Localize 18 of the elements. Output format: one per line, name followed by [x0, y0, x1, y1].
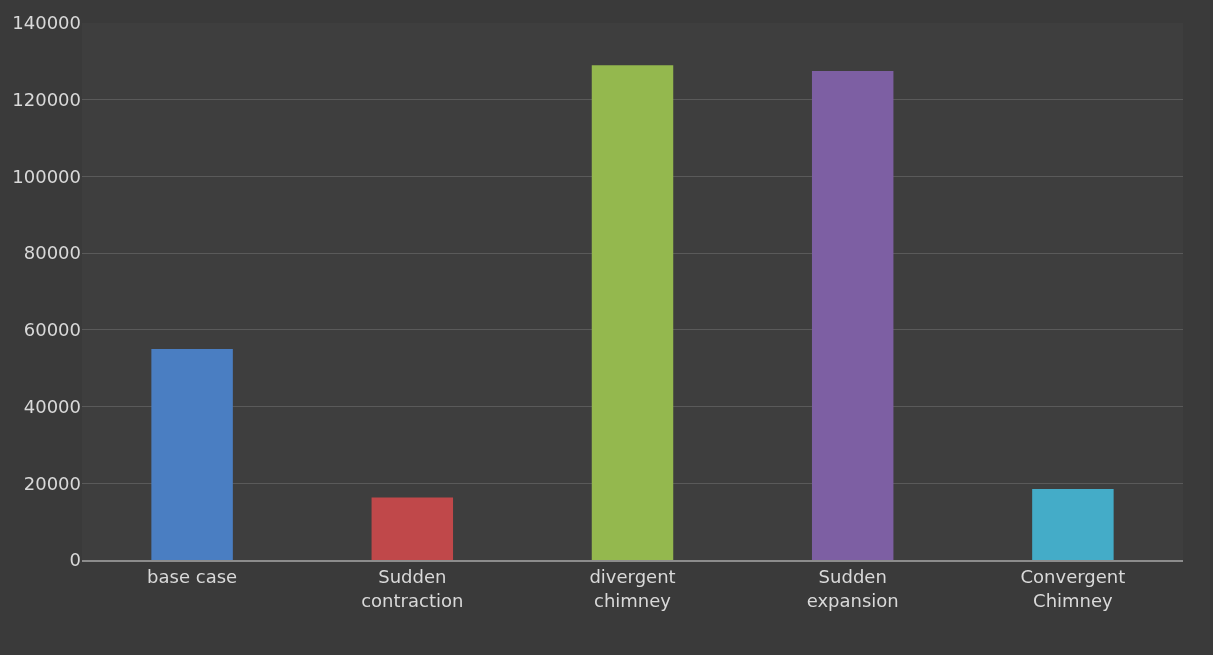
y-tick-label: 60000 — [23, 319, 81, 341]
bar — [151, 349, 233, 560]
x-tick-label: Convergent Chimney — [1020, 566, 1126, 611]
bar — [1032, 489, 1114, 560]
y-tick-label: 20000 — [23, 472, 81, 494]
y-tick-label: 80000 — [23, 242, 81, 264]
bar — [591, 65, 674, 560]
x-tick-label: Sudden expansion — [806, 566, 899, 611]
x-tick-label: Sudden contraction — [361, 566, 464, 611]
x-tick-label: divergent chimney — [589, 566, 676, 611]
y-tick-label: 120000 — [12, 89, 81, 111]
y-tick-label: 100000 — [12, 165, 81, 187]
y-tick-label: 40000 — [23, 395, 81, 417]
bar — [371, 497, 454, 560]
y-tick-label: 0 — [69, 549, 81, 571]
x-tick-label: base case — [147, 566, 238, 588]
y-tick-label: 140000 — [12, 12, 81, 34]
bar — [811, 70, 894, 560]
